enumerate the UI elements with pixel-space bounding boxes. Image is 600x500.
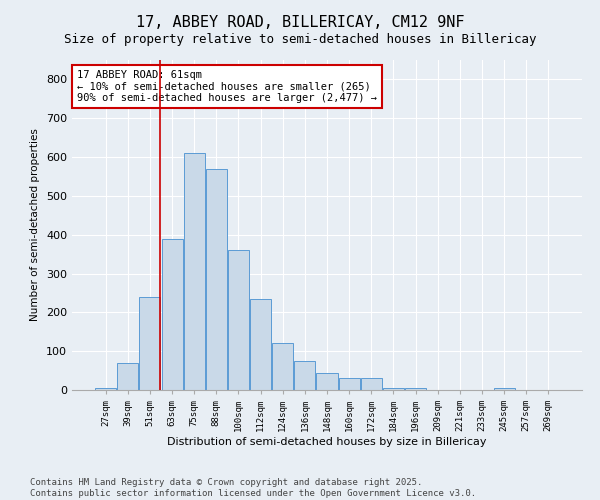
Bar	[139, 297, 160, 390]
Y-axis label: Number of semi-detached properties: Number of semi-detached properties	[31, 128, 40, 322]
Bar	[272, 344, 293, 390]
Bar	[383, 388, 404, 390]
Bar	[118, 363, 139, 390]
Text: 17, ABBEY ROAD, BILLERICAY, CM12 9NF: 17, ABBEY ROAD, BILLERICAY, CM12 9NF	[136, 15, 464, 30]
Bar	[361, 378, 382, 390]
Bar	[228, 250, 249, 390]
Bar	[95, 388, 116, 390]
Bar	[316, 372, 338, 390]
Bar	[161, 238, 182, 390]
Bar	[338, 378, 359, 390]
Bar	[184, 153, 205, 390]
Bar	[295, 361, 316, 390]
Text: Contains HM Land Registry data © Crown copyright and database right 2025.
Contai: Contains HM Land Registry data © Crown c…	[30, 478, 476, 498]
X-axis label: Distribution of semi-detached houses by size in Billericay: Distribution of semi-detached houses by …	[167, 437, 487, 447]
Bar	[405, 388, 426, 390]
Text: 17 ABBEY ROAD: 61sqm
← 10% of semi-detached houses are smaller (265)
90% of semi: 17 ABBEY ROAD: 61sqm ← 10% of semi-detac…	[77, 70, 377, 103]
Text: Size of property relative to semi-detached houses in Billericay: Size of property relative to semi-detach…	[64, 32, 536, 46]
Bar	[206, 168, 227, 390]
Bar	[250, 299, 271, 390]
Bar	[494, 388, 515, 390]
